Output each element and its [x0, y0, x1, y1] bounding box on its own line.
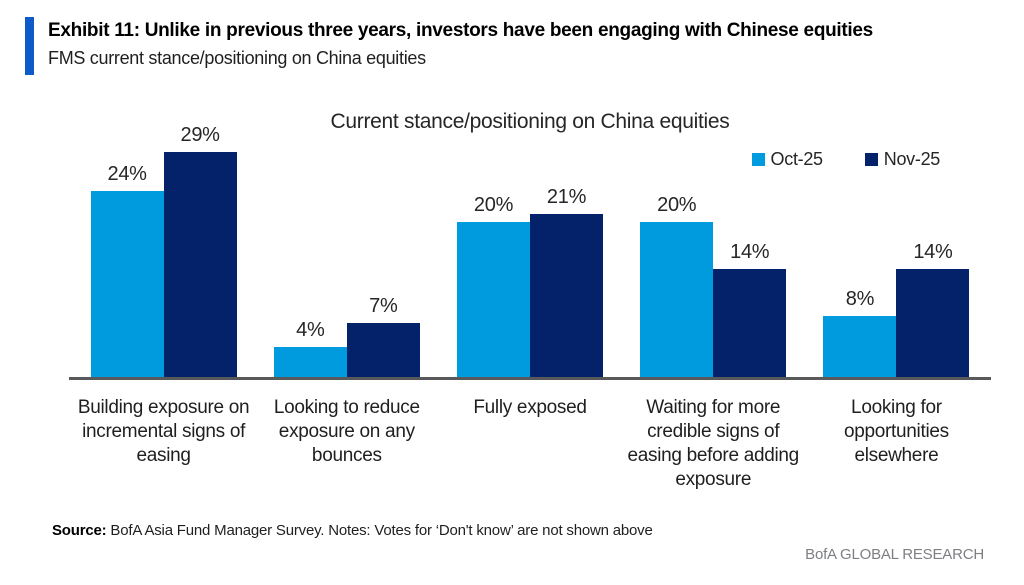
bar-column: 21%: [530, 186, 603, 378]
bar-groups: 24% 29% 4% 7% 20% 21% 20% 14% 8% 14%: [72, 124, 988, 378]
bar: [90, 191, 164, 378]
bar-value-label: 20%: [657, 194, 697, 216]
legend-label: Oct-25: [770, 149, 824, 169]
bar-value-label: 24%: [107, 163, 147, 185]
bar-column: 4%: [273, 319, 347, 378]
bar: [273, 347, 347, 378]
category-labels: Building exposure on incremental signs o…: [72, 396, 988, 492]
legend-item: Nov-25: [864, 149, 941, 170]
bar: [346, 323, 420, 378]
legend-item: Oct-25: [751, 149, 824, 170]
bar-group: 24% 29%: [72, 124, 255, 378]
bar-value-label: 4%: [296, 319, 325, 341]
legend-label: Nov-25: [883, 149, 941, 169]
bar-value-label: 7%: [369, 295, 398, 317]
brand-label: BofA GLOBAL RESEARCH: [805, 546, 984, 563]
chart-title: Current stance/positioning on China equi…: [330, 110, 730, 133]
bar-column: 8%: [823, 288, 897, 378]
bar-value-label: 14%: [730, 241, 770, 263]
category-label: Building exposure on incremental signs o…: [77, 397, 250, 466]
header-text: Exhibit 11: Unlike in previous three yea…: [48, 17, 873, 75]
bar-group: 20% 14%: [622, 194, 805, 378]
bar-column: 20%: [457, 194, 530, 378]
exhibit-header: Exhibit 11: Unlike in previous three yea…: [25, 17, 873, 75]
exhibit-subtitle: FMS current stance/positioning on China …: [48, 47, 426, 68]
category-label: Looking for opportunities elsewhere: [843, 397, 949, 466]
bar-group: 4% 7%: [255, 295, 438, 378]
bar: [457, 222, 530, 378]
bar-value-label: 14%: [913, 241, 953, 263]
bar-value-label: 29%: [180, 124, 220, 146]
bar: [640, 222, 714, 378]
category-label: Looking to reduce exposure on any bounce…: [273, 397, 420, 466]
bar-column: 7%: [346, 295, 420, 378]
bar-column: 20%: [640, 194, 714, 378]
bar: [530, 214, 603, 378]
category-label: Waiting for more credible signs of easin…: [627, 397, 799, 490]
bar-column: 14%: [713, 241, 787, 378]
bar-group: 8% 14%: [805, 241, 988, 378]
legend-swatch-icon: [751, 153, 765, 166]
bar-column: 14%: [896, 241, 970, 378]
bar-group: 20% 21%: [438, 186, 621, 378]
bar: [713, 269, 787, 378]
bar-column: 24%: [90, 163, 164, 378]
bar-value-label: 8%: [845, 288, 875, 310]
source-note: Source: BofA Asia Fund Manager Survey. N…: [52, 522, 653, 539]
exhibit-title: Exhibit 11: Unlike in previous three yea…: [48, 20, 873, 41]
bar: [163, 152, 237, 378]
legend-swatch-icon: [864, 153, 878, 166]
accent-bar: [25, 17, 34, 75]
bar-column: 29%: [163, 124, 237, 378]
legend: Oct-25 Nov-25: [751, 149, 941, 170]
bar-chart-plot: 24% 29% 4% 7% 20% 21% 20% 14% 8% 14%: [69, 124, 991, 380]
source-text: BofA Asia Fund Manager Survey. Notes: Vo…: [106, 522, 653, 539]
bar: [823, 316, 897, 378]
bar: [896, 269, 970, 378]
x-axis-line: [69, 377, 991, 380]
bar-value-label: 21%: [546, 186, 587, 208]
source-label: Source:: [52, 522, 107, 539]
category-label: Fully exposed: [473, 397, 587, 418]
bar-value-label: 20%: [473, 194, 514, 216]
